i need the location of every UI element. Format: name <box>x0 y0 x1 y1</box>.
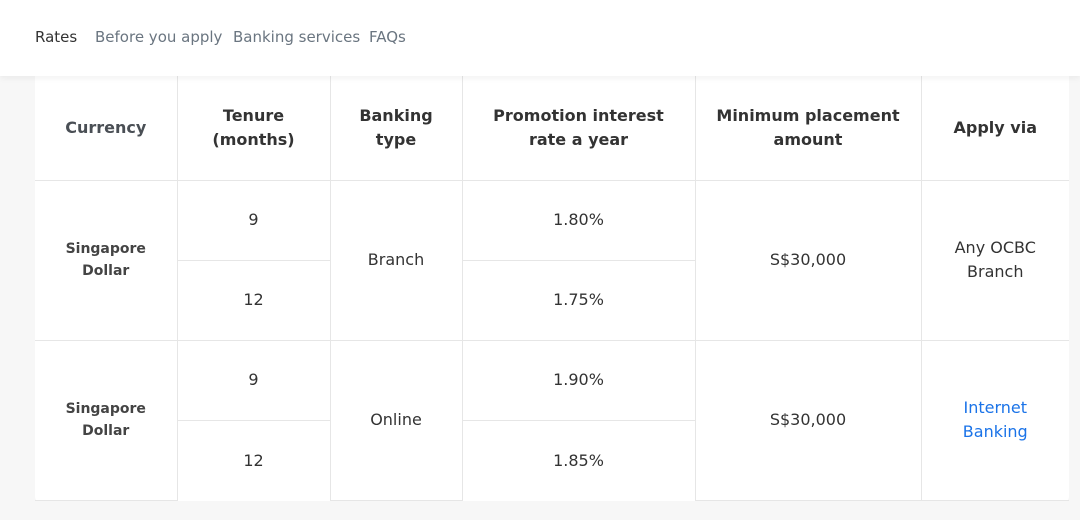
header-tenure: Tenure (months) <box>176 76 331 181</box>
tab-faqs[interactable]: FAQs <box>369 28 406 46</box>
min-amount-cell: S$30,000 <box>694 339 922 502</box>
table-row: 12 1.75% <box>35 259 1069 341</box>
internet-banking-link[interactable]: Internet Banking <box>962 398 1028 442</box>
header-currency: Currency <box>35 76 178 181</box>
header-interest-rate: Promotion interest rate a year <box>461 76 696 181</box>
tenure-cell: 12 <box>177 259 331 341</box>
table-row: 12 1.85% <box>35 419 1069 501</box>
min-amount-cell: S$30,000 <box>694 179 922 341</box>
tenure-cell: 12 <box>177 419 331 501</box>
currency-cell: Singapore Dollar <box>35 339 178 502</box>
header-apply-via: Apply via <box>920 76 1069 181</box>
currency-cell: Singapore Dollar <box>35 179 178 341</box>
tab-banking-services[interactable]: Banking services <box>233 28 361 46</box>
tab-before-you-apply[interactable]: Before you apply <box>95 28 223 46</box>
rates-table: Currency Tenure (months) Banking type Pr… <box>35 76 1069 502</box>
tenure-cell: 9 <box>176 179 331 261</box>
apply-via-cell: Internet Banking <box>920 339 1069 502</box>
header-banking-type: Banking type <box>329 76 463 181</box>
tenure-cell: 9 <box>176 339 331 421</box>
banking-type-cell: Online <box>329 339 463 502</box>
rates-card: Currency Tenure (months) Banking type Pr… <box>35 76 1069 502</box>
section-nav: Rates Before you apply Banking services … <box>0 0 1080 76</box>
banking-type-cell: Branch <box>329 179 463 341</box>
rate-cell: 1.80% <box>461 179 696 261</box>
rate-cell: 1.90% <box>461 339 696 421</box>
table-row: Singapore Dollar 9 Branch 1.80% S$30,000… <box>35 179 1069 341</box>
rate-cell: 1.85% <box>461 419 695 501</box>
header-minimum-placement: Minimum placement amount <box>694 76 922 181</box>
tab-rates[interactable]: Rates <box>35 28 78 46</box>
apply-via-cell: Any OCBC Branch <box>920 179 1069 341</box>
table-row: Singapore Dollar 9 Online 1.90% S$30,000… <box>35 339 1069 502</box>
table-header-row: Currency Tenure (months) Banking type Pr… <box>35 76 1069 181</box>
rate-cell: 1.75% <box>461 259 695 341</box>
